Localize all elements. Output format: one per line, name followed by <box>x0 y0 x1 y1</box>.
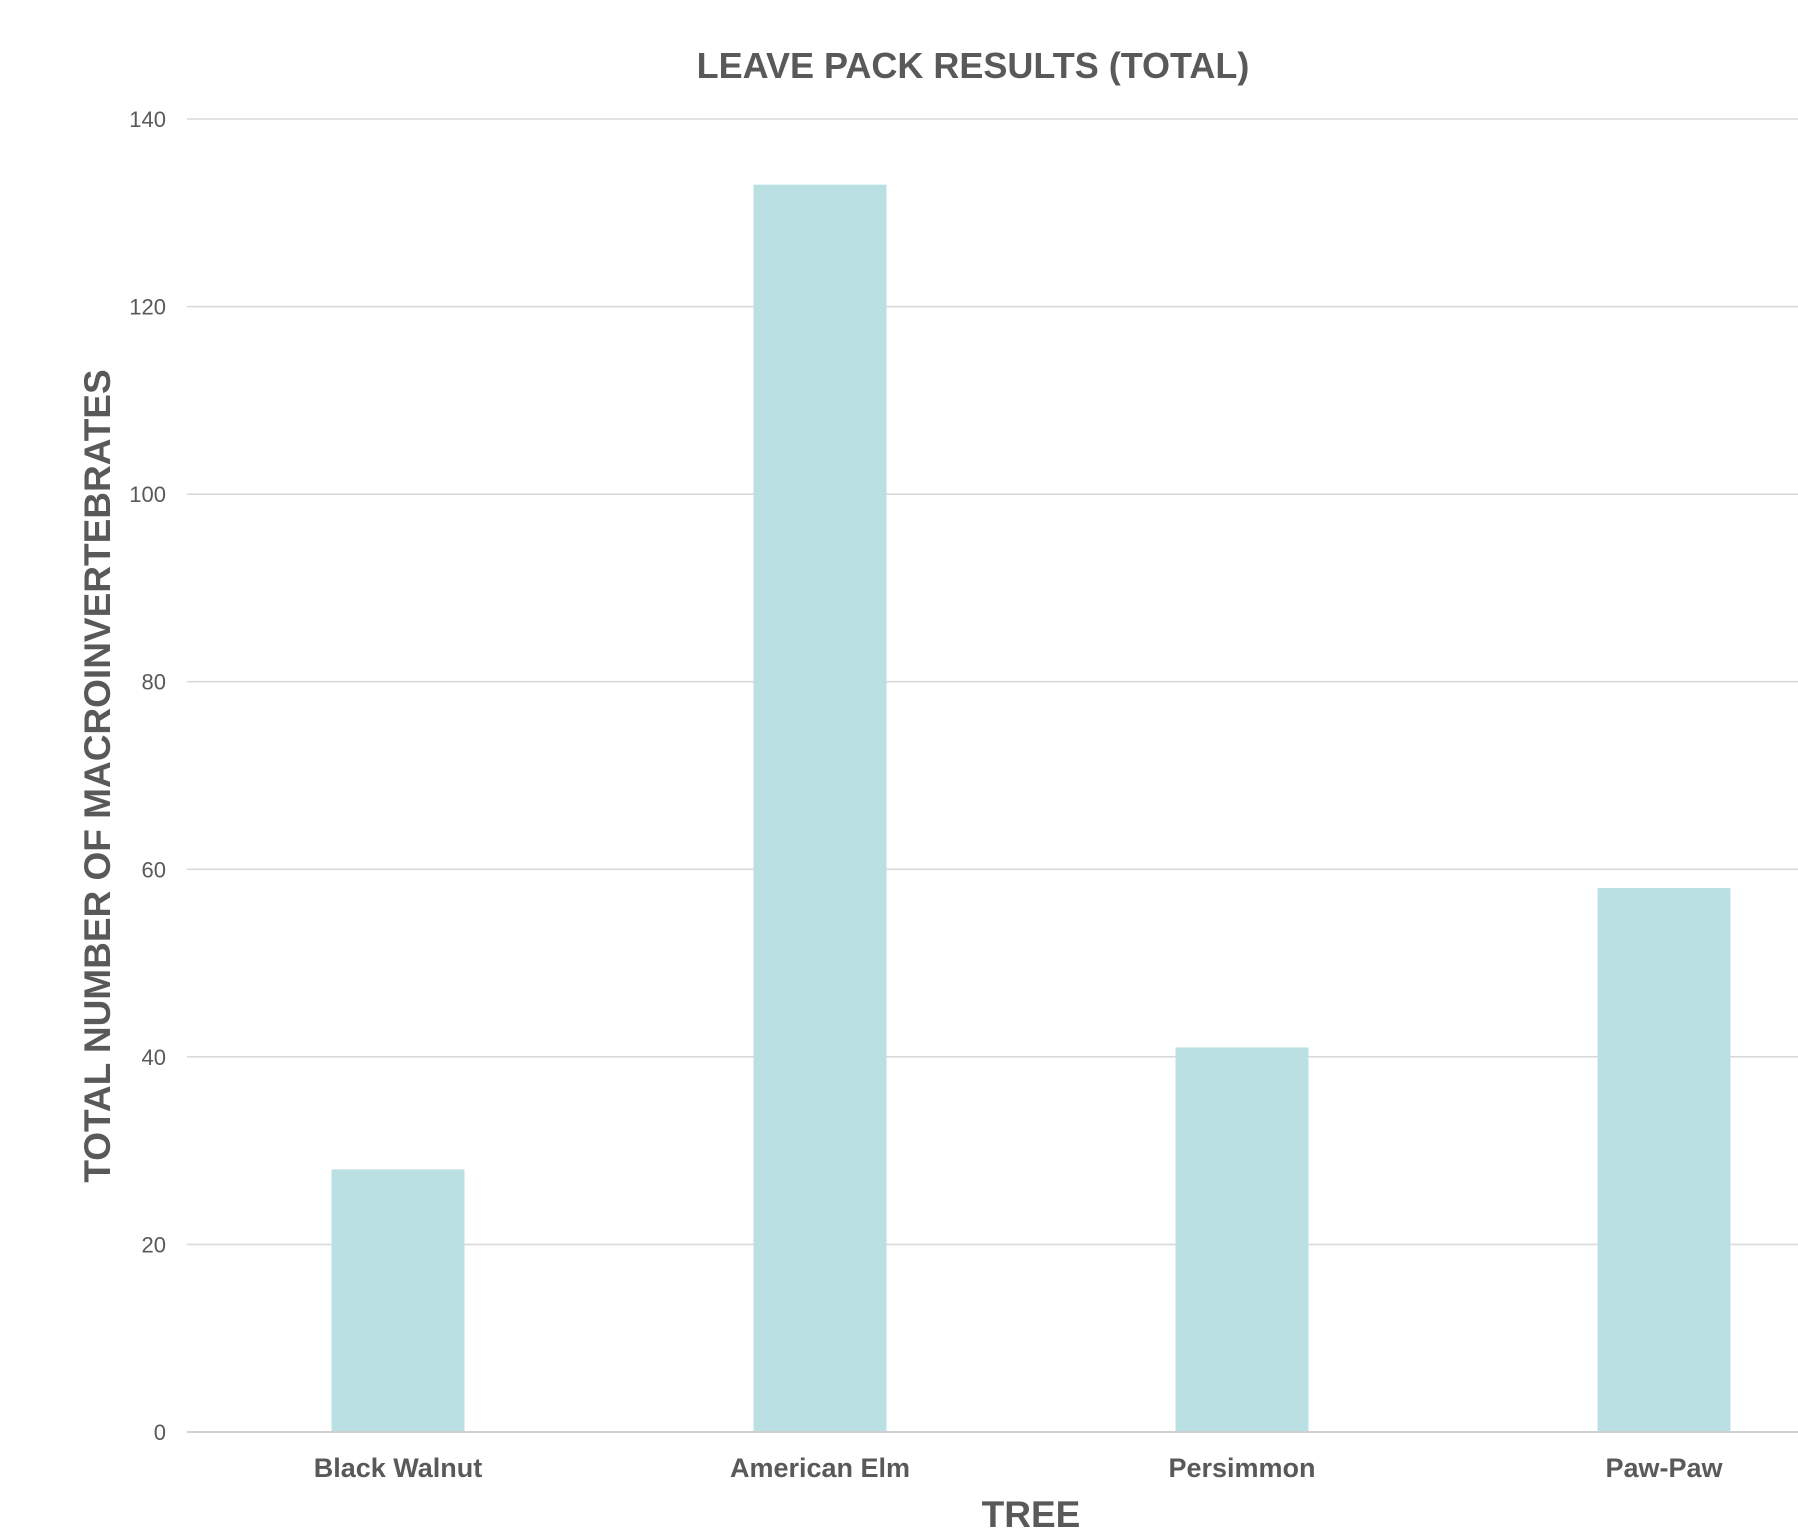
y-tick-label: 20 <box>142 1232 166 1257</box>
y-tick-label: 120 <box>129 295 166 320</box>
chart-title: LEAVE PACK RESULTS (TOTAL) <box>697 45 1250 86</box>
y-tick-label: 140 <box>129 107 166 132</box>
x-axis-title: TREE <box>982 1494 1081 1530</box>
gridlines <box>187 118 1798 1246</box>
x-category-label: Paw-Paw <box>1605 1453 1723 1483</box>
y-tick-label: 0 <box>154 1420 166 1445</box>
bar-american-elm <box>753 184 887 1432</box>
bar-black-walnut <box>331 1169 465 1432</box>
x-category-labels: Black Walnut American Elm Persimmon Paw-Paw <box>314 1453 1724 1483</box>
y-tick-label: 100 <box>129 482 166 507</box>
bar-persimmon <box>1175 1047 1309 1432</box>
y-axis-title: TOTAL NUMBER OF MACROINVERTEBRATES <box>77 369 118 1182</box>
y-tick-label: 60 <box>142 857 166 882</box>
y-tick-label: 80 <box>142 670 166 695</box>
x-category-label: American Elm <box>730 1453 910 1483</box>
bars <box>331 184 1731 1432</box>
bar-paw-paw <box>1597 888 1731 1432</box>
y-tick-labels: 0 20 40 60 80 100 120 140 <box>129 107 166 1445</box>
x-category-label: Black Walnut <box>314 1453 483 1483</box>
y-tick-label: 40 <box>142 1045 166 1070</box>
x-category-label: Persimmon <box>1168 1453 1315 1483</box>
